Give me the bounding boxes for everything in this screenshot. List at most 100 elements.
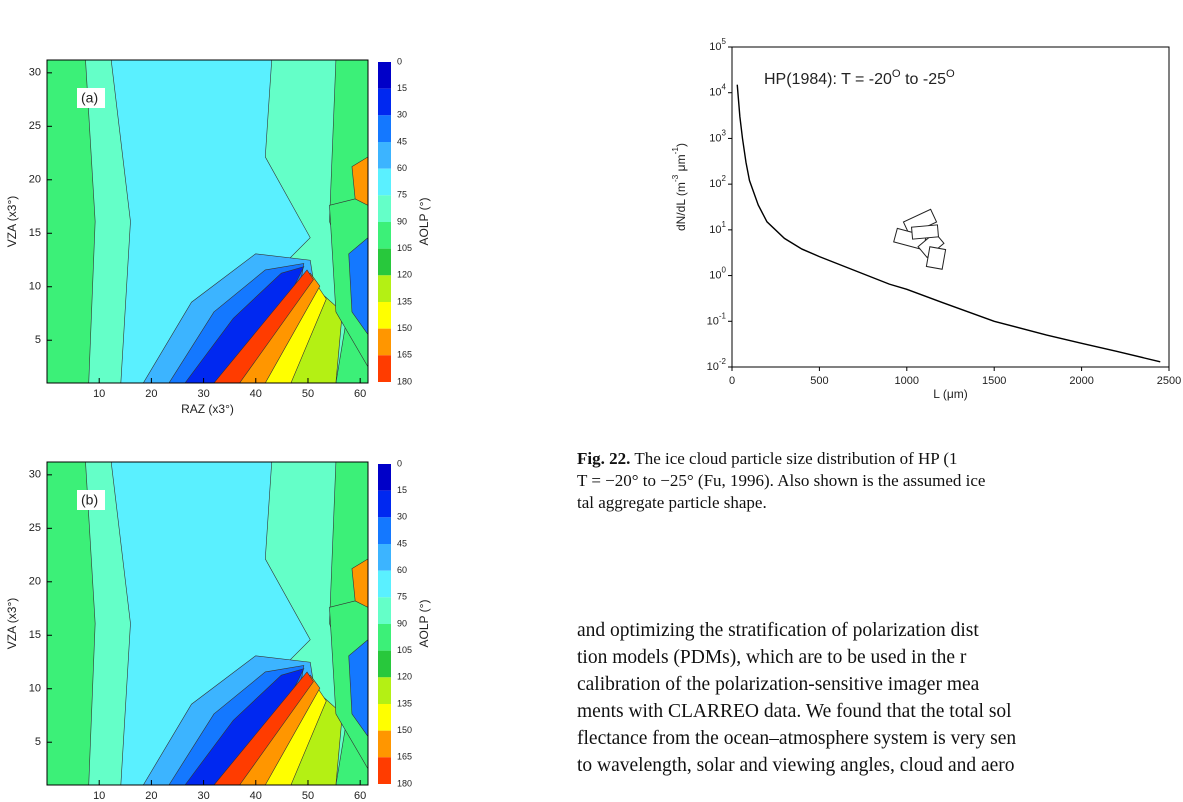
plot-frame: [731, 46, 1170, 368]
y-tick-label: 100: [709, 266, 726, 282]
text-part: HP(1984): T = -20: [764, 71, 892, 88]
body-line: and optimizing the stratification of pol…: [577, 620, 979, 641]
text-part: ): [674, 143, 688, 147]
text-part: dN/dL (m: [674, 182, 688, 231]
x-tick-label: 30: [197, 790, 209, 802]
body-line: to wavelength, solar and viewing angles,…: [577, 755, 1015, 776]
crystal-part: [925, 246, 947, 270]
colorbar-label: AOLP (°): [417, 198, 431, 246]
colorbar-cell: [378, 597, 391, 624]
caption-line: T = −20° to −25° (Fu, 1996). Also shown …: [577, 471, 986, 490]
annotation: HP(1984): T = -20O to -25O: [764, 68, 955, 88]
body-line: flectance from the ocean–atmosphere syst…: [577, 728, 1017, 749]
colorbar-tick-label: 45: [397, 538, 407, 548]
y-tick-label: 10-2: [707, 357, 727, 373]
plot-frame: [46, 461, 369, 786]
colorbar-tick-label: 45: [397, 136, 407, 146]
body-line: calibration of the polarization-sensitiv…: [577, 674, 980, 695]
colorbar-tick-label: 90: [397, 216, 407, 226]
colorbar-cell: [378, 88, 391, 116]
colorbar-cell: [378, 195, 391, 222]
y-tick-label: 25: [29, 522, 41, 534]
y-axis-label: VZA (x3°): [5, 598, 19, 649]
colorbar-cell: [378, 650, 391, 678]
y-axis-label: dN/dL (m-3 μm-1): [670, 143, 688, 231]
colorbar-cell: [378, 62, 391, 89]
y-tick-label: 20: [29, 576, 41, 588]
body-text: and optimizing the stratification of pol…: [577, 617, 1183, 779]
colorbar-tick-label: 15: [397, 83, 407, 93]
x-tick-label: 60: [354, 388, 366, 400]
y-tick-label: 30: [29, 67, 41, 79]
plot-frame: [46, 59, 369, 384]
colorbar-tick-label: 75: [397, 592, 407, 602]
y-tick-label: 5: [35, 334, 41, 346]
colorbar-label: AOLP (°): [417, 600, 431, 648]
colorbar-cell: [378, 677, 391, 704]
y-tick-label: 104: [709, 83, 726, 99]
x-tick-label: 500: [810, 375, 828, 387]
colorbar-cell: [378, 704, 391, 731]
colorbar-cell: [378, 624, 391, 651]
caption-line-box: Fig. 22. The ice cloud particle size dis…: [577, 448, 1183, 470]
colorbar-cell: [378, 517, 391, 544]
y-tick-label: 5: [35, 736, 41, 748]
text-part: to -25: [901, 71, 946, 88]
colorbar-tick-label: 180: [397, 376, 412, 386]
y-tick-label: 15: [29, 629, 41, 641]
x-axis-label: L (μm): [933, 387, 967, 401]
crystal-part: [910, 224, 940, 240]
colorbar-tick-label: 0: [397, 458, 402, 468]
y-axis-label: VZA (x3°): [5, 196, 19, 247]
colorbar-tick-label: 60: [397, 565, 407, 575]
y-tick-label: 10: [29, 683, 41, 695]
colorbar-cell: [378, 168, 391, 196]
x-tick-label: 2000: [1069, 375, 1093, 387]
y-tick-label: 20: [29, 174, 41, 186]
panel-label: (a): [81, 90, 98, 106]
x-tick-label: 1500: [982, 375, 1006, 387]
colorbar-tick-label: 120: [397, 672, 412, 682]
colorbar-tick-label: 135: [397, 296, 412, 306]
colorbar-tick-label: 120: [397, 270, 412, 280]
y-tick-label: 102: [709, 174, 726, 190]
colorbar-cell: [378, 142, 391, 169]
x-tick-label: 40: [250, 388, 262, 400]
y-tick-label: 101: [709, 220, 726, 236]
y-tick-label: 15: [29, 227, 41, 239]
colorbar-cell: [378, 730, 391, 758]
y-tick-label: 105: [709, 37, 726, 53]
text-part: -3: [670, 174, 680, 182]
colorbar-cell: [378, 248, 391, 276]
colorbar-cell: [378, 275, 391, 302]
colorbar-cell: [378, 115, 391, 142]
x-tick-label: 10: [93, 790, 105, 802]
text-part: μm: [674, 154, 688, 174]
x-tick-label: 50: [302, 388, 314, 400]
colorbar-tick-label: 180: [397, 778, 412, 788]
colorbar-cell: [378, 464, 391, 491]
colorbar-tick-label: 165: [397, 350, 412, 360]
crystal-icon: [893, 208, 947, 270]
caption-line: tal aggregate particle shape.: [577, 493, 767, 512]
colorbar-tick-label: 90: [397, 618, 407, 628]
y-tick-label: 10-1: [707, 311, 727, 327]
colorbar-cell: [378, 222, 391, 249]
colorbar-tick-label: 105: [397, 645, 412, 655]
x-tick-label: 1000: [895, 375, 919, 387]
panel-label-box: [77, 490, 105, 510]
colorbar-cell: [378, 355, 391, 382]
colorbar-cell: [378, 757, 391, 784]
colorbar-cell: [378, 328, 391, 356]
colorbar-tick-label: 30: [397, 110, 407, 120]
y-tick-label: 103: [709, 129, 726, 145]
colorbar-tick-label: 165: [397, 752, 412, 762]
x-tick-label: 2500: [1157, 375, 1181, 387]
caption-line: The ice cloud particle size distribution…: [634, 449, 958, 468]
caption-line-box: T = −20° to −25° (Fu, 1996). Also shown …: [577, 470, 1183, 492]
caption: Fig. 22. The ice cloud particle size dis…: [577, 448, 1183, 514]
x-axis-label: RAZ (x3°): [181, 402, 234, 416]
x-tick-label: 40: [250, 790, 262, 802]
